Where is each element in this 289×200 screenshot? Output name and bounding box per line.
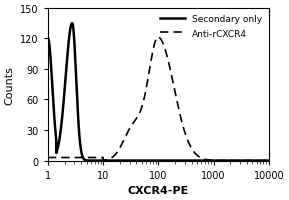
Secondary only <box>71 27 75 29</box>
Anti-rCXCR4 <box>239 160 242 162</box>
Anti-rCXCR4 <box>131 123 134 125</box>
Anti-rCXCR4 <box>263 160 266 162</box>
Secondary only <box>71 23 74 25</box>
Secondary only <box>46 38 50 40</box>
Anti-rCXCR4 <box>84 157 88 159</box>
Secondary only <box>131 160 134 162</box>
Anti-rCXCR4 <box>140 105 144 107</box>
Line: Secondary only: Secondary only <box>48 24 269 161</box>
Anti-rCXCR4 <box>46 157 50 159</box>
Anti-rCXCR4 <box>156 37 160 39</box>
Secondary only <box>267 160 271 162</box>
Anti-rCXCR4 <box>267 160 271 162</box>
Secondary only <box>85 159 88 162</box>
Anti-rCXCR4 <box>71 157 75 159</box>
Line: Anti-rCXCR4: Anti-rCXCR4 <box>48 38 269 161</box>
Secondary only <box>263 160 266 162</box>
Y-axis label: Counts: Counts <box>5 65 15 104</box>
Legend: Secondary only, Anti-rCXCR4: Secondary only, Anti-rCXCR4 <box>158 13 264 40</box>
Secondary only <box>220 160 223 162</box>
Secondary only <box>239 160 242 162</box>
X-axis label: CXCR4-PE: CXCR4-PE <box>128 185 189 195</box>
Secondary only <box>140 160 144 162</box>
